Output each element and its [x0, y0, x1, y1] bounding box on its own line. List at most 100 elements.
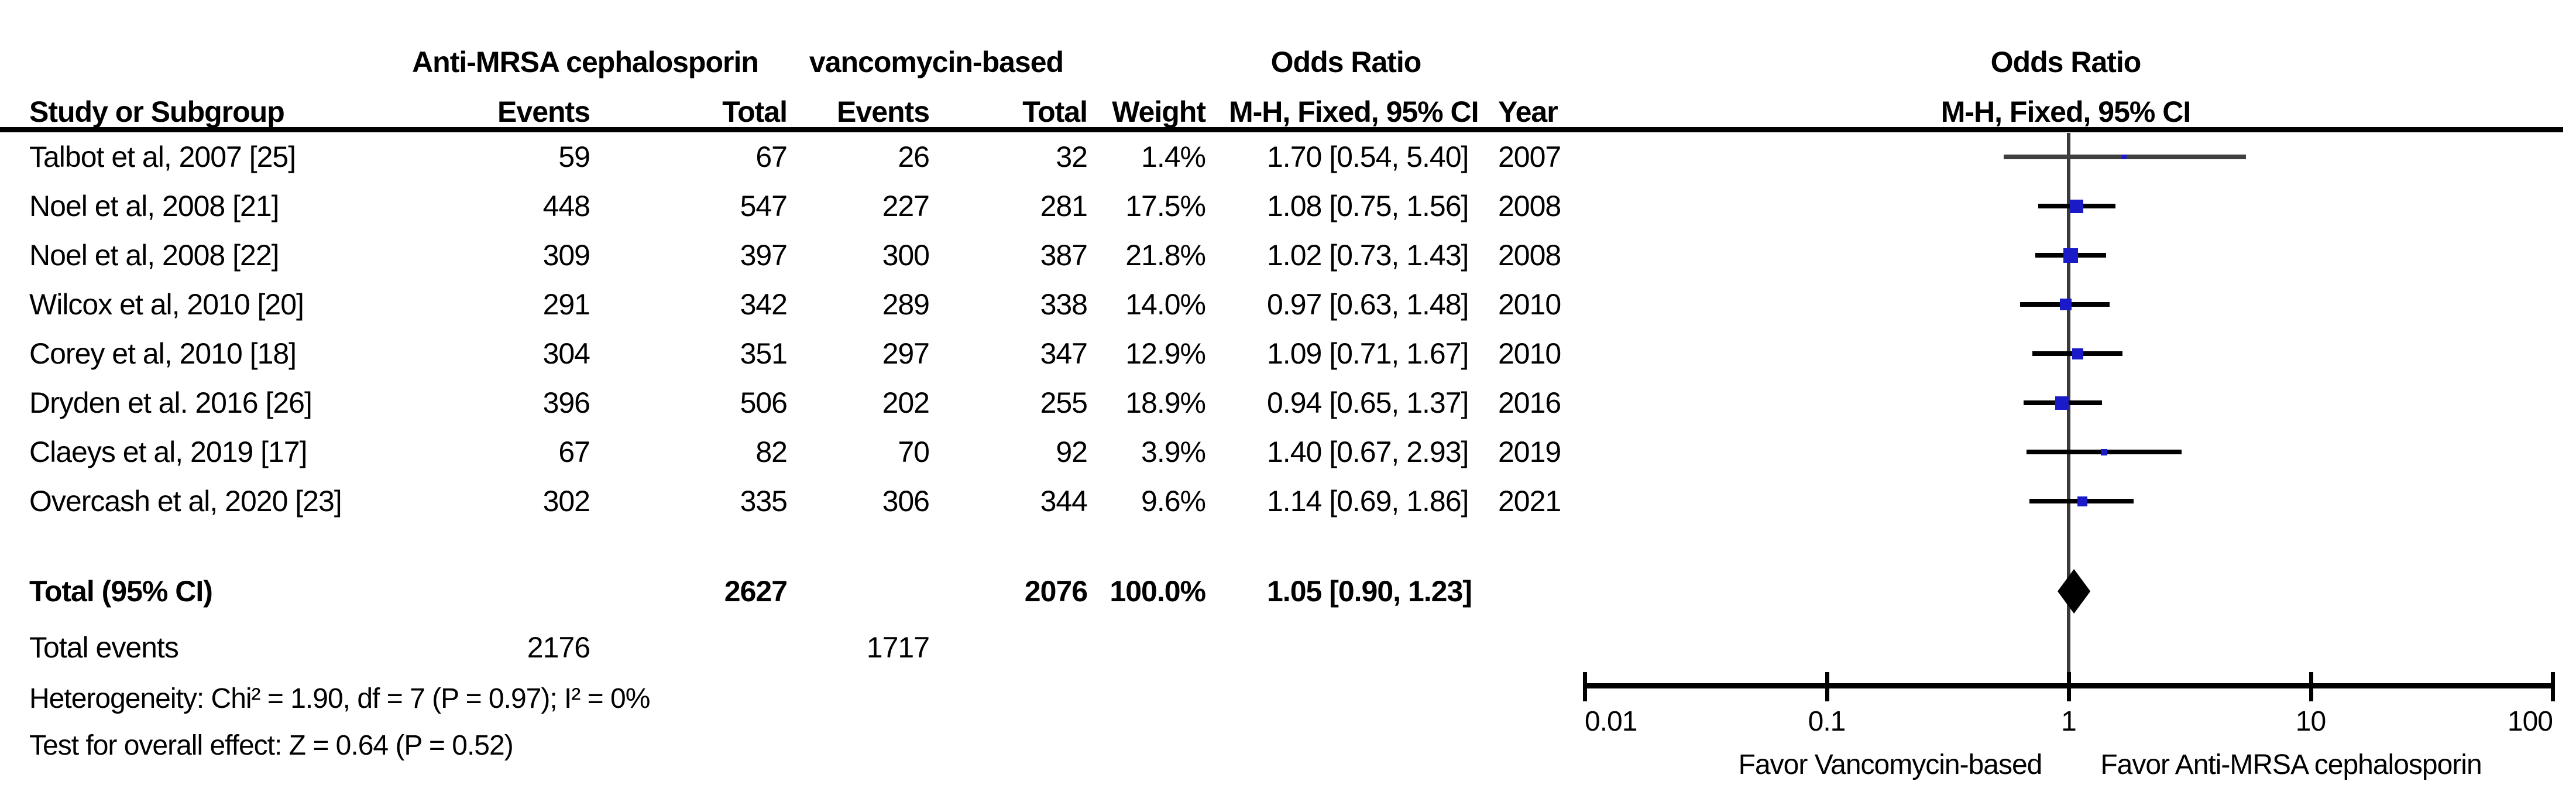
weight-cell: 14.0%: [1125, 288, 1206, 321]
total-treatment-cell: 67: [755, 141, 788, 173]
or-marker: [2122, 155, 2127, 159]
weight-cell: 18.9%: [1125, 386, 1206, 419]
or-marker: [2077, 496, 2088, 506]
x-axis-tick: [2551, 672, 2555, 701]
odds-ratio-column-title: Odds Ratio: [1270, 46, 1422, 78]
heterogeneity-stats: Heterogeneity: Chi² = 1.90, df = 7 (P = …: [29, 683, 650, 714]
total-treatment-cell: 335: [740, 485, 788, 518]
x-axis-tick-label: 1: [2061, 706, 2077, 737]
ci-text-cell: 1.70 [0.54, 5.40]: [1267, 141, 1469, 173]
total-label: Total (95% CI): [29, 575, 213, 608]
year-cell: 2008: [1498, 190, 1561, 222]
total-control-cell: 344: [1040, 485, 1088, 518]
ci-text-cell: 1.09 [0.71, 1.67]: [1267, 337, 1469, 370]
x-axis-tick: [2067, 672, 2071, 701]
ci-text-cell: 0.94 [0.65, 1.37]: [1267, 386, 1469, 419]
column-header-mh-fixed-ci: M-H, Fixed, 95% CI: [1229, 95, 1479, 128]
total-treatment-cell: 342: [740, 288, 788, 321]
total-control-n: 2076: [1024, 575, 1088, 608]
events-control-cell: 289: [882, 288, 930, 321]
events-control-cell: 297: [882, 337, 930, 370]
events-treatment-cell: 304: [542, 337, 590, 370]
total-control-cell: 387: [1040, 239, 1088, 272]
total-events-control-value: 1717: [866, 631, 930, 664]
study-label: Claeys et al, 2019 [17]: [29, 436, 308, 468]
no-effect-line: [2067, 133, 2070, 700]
year-cell: 2010: [1498, 337, 1561, 370]
study-label: Talbot et al, 2007 [25]: [29, 141, 296, 173]
year-cell: 2010: [1498, 288, 1561, 321]
column-header-year: Year: [1498, 95, 1558, 128]
events-control-cell: 300: [882, 239, 930, 272]
events-treatment-cell: 291: [542, 288, 590, 321]
or-marker: [2072, 348, 2083, 359]
study-label: Overcash et al, 2020 [23]: [29, 485, 342, 518]
x-axis-tick: [1583, 672, 1587, 701]
plot-header-mh-fixed-ci: M-H, Fixed, 95% CI: [1940, 95, 2192, 128]
total-ci-text: 1.05 [0.90, 1.23]: [1267, 575, 1472, 608]
events-control-cell: 202: [882, 386, 930, 419]
x-axis-tick: [1825, 672, 1829, 701]
study-label: Noel et al, 2008 [21]: [29, 190, 280, 222]
events-control-cell: 26: [898, 141, 930, 173]
ci-text-cell: 0.97 [0.63, 1.48]: [1267, 288, 1469, 321]
or-marker: [2063, 248, 2079, 263]
weight-cell: 12.9%: [1125, 337, 1206, 370]
x-axis-tick-label: 0.1: [1808, 706, 1846, 737]
events-control-cell: 70: [898, 436, 930, 468]
weight-cell: 3.9%: [1141, 436, 1206, 468]
total-control-cell: 338: [1040, 288, 1088, 321]
total-control-cell: 92: [1056, 436, 1088, 468]
total-control-cell: 255: [1040, 386, 1088, 419]
total-treatment-cell: 82: [755, 436, 788, 468]
study-label: Corey et al, 2010 [18]: [29, 337, 297, 370]
group-header-control: vancomycin-based: [809, 46, 1064, 78]
events-treatment-cell: 67: [558, 436, 590, 468]
or-marker: [2100, 448, 2107, 455]
odds-ratio-plot-title: Odds Ratio: [1990, 46, 2142, 78]
x-axis-tick-label: 100: [2507, 706, 2553, 737]
total-treatment-cell: 351: [740, 337, 788, 370]
total-events-treatment-value: 2176: [527, 631, 590, 664]
x-axis-tick: [2309, 672, 2313, 701]
group-header-treatment: Anti-MRSA cephalosporin: [412, 46, 759, 78]
total-weight: 100.0%: [1110, 575, 1206, 608]
study-label: Dryden et al. 2016 [26]: [29, 386, 312, 419]
favor-left-label: Favor Vancomycin-based: [1738, 749, 2043, 780]
ci-text-cell: 1.08 [0.75, 1.56]: [1267, 190, 1469, 222]
weight-cell: 17.5%: [1125, 190, 1206, 222]
ci-text-cell: 1.40 [0.67, 2.93]: [1267, 436, 1469, 468]
total-treatment-cell: 547: [740, 190, 788, 222]
or-marker: [2059, 299, 2072, 310]
events-treatment-cell: 448: [542, 190, 590, 222]
weight-cell: 9.6%: [1141, 485, 1206, 518]
or-marker: [2055, 396, 2069, 410]
year-cell: 2016: [1498, 386, 1561, 419]
ci-text-cell: 1.02 [0.73, 1.43]: [1267, 239, 1469, 272]
events-treatment-cell: 309: [542, 239, 590, 272]
events-control-cell: 306: [882, 485, 930, 518]
column-header-study: Study or Subgroup: [29, 95, 285, 128]
events-treatment-cell: 302: [542, 485, 590, 518]
column-header-events-treatment: Events: [497, 95, 590, 128]
column-header-weight: Weight: [1112, 95, 1206, 128]
overall-effect-stats: Test for overall effect: Z = 0.64 (P = 0…: [29, 730, 514, 761]
year-cell: 2021: [1498, 485, 1561, 518]
column-header-events-control: Events: [837, 95, 930, 128]
column-header-total-control: Total: [1022, 95, 1088, 128]
total-treatment-cell: 397: [740, 239, 788, 272]
study-label: Wilcox et al, 2010 [20]: [29, 288, 304, 321]
total-events-label: Total events: [29, 631, 179, 664]
pooled-diamond: [2058, 569, 2091, 614]
ci-text-cell: 1.14 [0.69, 1.86]: [1267, 485, 1469, 518]
total-control-cell: 281: [1040, 190, 1088, 222]
x-axis-tick-label: 0.01: [1585, 706, 1637, 737]
favor-right-label: Favor Anti-MRSA cephalosporin: [2100, 749, 2482, 780]
total-treatment-cell: 506: [740, 386, 788, 419]
events-control-cell: 227: [882, 190, 930, 222]
x-axis-tick-label: 10: [2295, 706, 2326, 737]
or-marker: [2070, 199, 2084, 213]
total-control-cell: 347: [1040, 337, 1088, 370]
header-divider-rule: [0, 127, 2563, 132]
